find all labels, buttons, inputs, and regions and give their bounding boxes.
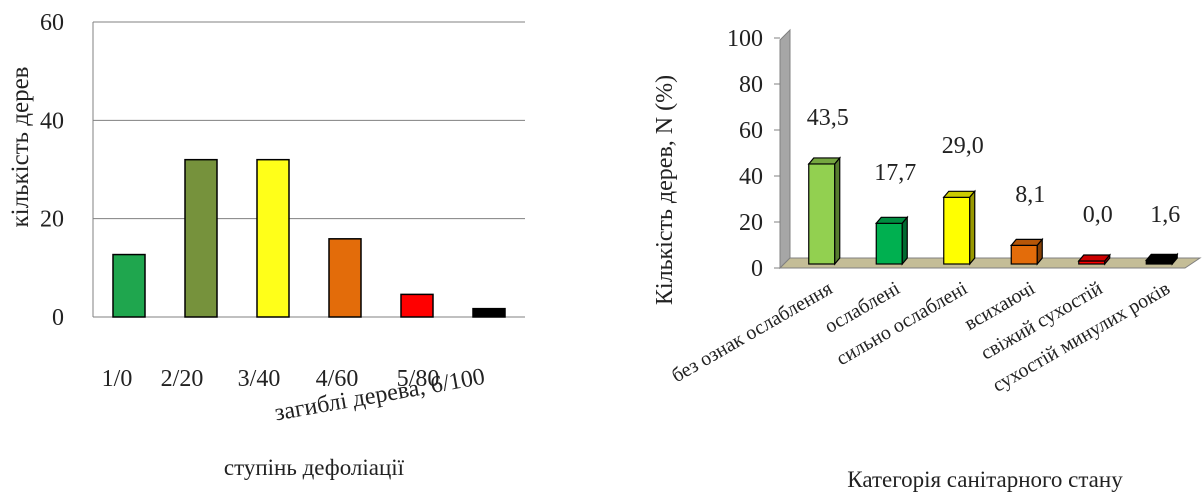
c1-y-tick-label: 60 xyxy=(40,10,64,36)
c1-bar xyxy=(472,307,506,318)
c2-data-label: 17,7 xyxy=(874,160,916,186)
c1-y-axis-title: кількість дерев xyxy=(7,67,34,228)
c2-bar xyxy=(1010,244,1038,265)
c1-y-tick-labels: 0 20 40 60 xyxy=(40,10,64,331)
c2-bars xyxy=(807,156,1179,266)
c2-y-tick-label: 20 xyxy=(739,210,763,236)
c1-x-tick-label: 1/0 xyxy=(102,366,133,392)
c1-y-tick-label: 20 xyxy=(40,207,64,233)
c2-y-axis-title: Кількість дерев, N (%) xyxy=(652,75,678,305)
c2-data-label: 8,1 xyxy=(1015,182,1045,208)
c2-floor xyxy=(778,257,1202,269)
c2-x-tick-label: без ознак ослаблення xyxy=(668,277,836,387)
c2-x-axis-title: Категорія санітарного стану xyxy=(847,467,1123,492)
c2-bar xyxy=(808,163,836,265)
c2-bar-side xyxy=(834,156,841,266)
c1-x-tick-label: 2/20 xyxy=(161,366,204,392)
c1-y-tick-label: 0 xyxy=(52,305,64,331)
c1-bar xyxy=(400,293,434,318)
c2-bar-side xyxy=(901,215,908,266)
c2-bar-side xyxy=(1171,252,1178,266)
c2-bar-side xyxy=(1036,237,1043,266)
c1-bar xyxy=(112,253,146,318)
c2-data-label: 43,5 xyxy=(807,105,849,131)
c1-bars xyxy=(112,158,506,318)
c1-x-axis-title: ступінь дефоліації xyxy=(224,455,405,480)
c2-bar-side xyxy=(969,189,976,266)
c1-bar xyxy=(256,158,290,318)
c1-x-tick-label: 5/80 xyxy=(397,366,440,392)
c2-y-tick-label: 100 xyxy=(727,26,763,52)
c1-x-tick-label: загиблі дерева, 6/100 xyxy=(273,364,487,427)
c2-data-label: 29,0 xyxy=(942,133,984,159)
c2-data-labels: 43,5 17,7 29,0 8,1 0,0 1,6 xyxy=(807,105,1181,228)
c2-y-tick-label: 0 xyxy=(751,256,763,282)
c2-back-wall xyxy=(779,28,791,270)
c2-y-tick-label: 60 xyxy=(739,118,763,144)
c2-bar-side xyxy=(1104,253,1111,266)
c2-data-label: 1,6 xyxy=(1150,202,1180,228)
c1-x-tick-label: 3/40 xyxy=(238,366,281,392)
chart-sanitary-state: 0 20 40 60 80 100 43,5 17,7 29,0 8,1 0,0 1,6 без о… xyxy=(652,26,1202,492)
c1-y-tick-label: 40 xyxy=(40,108,64,134)
c1-gridlines xyxy=(93,21,525,318)
c1-bar xyxy=(184,158,218,318)
c2-bar xyxy=(943,196,971,265)
c2-data-label: 0,0 xyxy=(1083,202,1113,228)
c1-x-tick-label: 4/60 xyxy=(316,366,359,392)
c1-bar xyxy=(328,238,362,318)
c2-y-tick-label: 40 xyxy=(739,164,763,190)
c2-bar xyxy=(875,222,903,265)
c2-y-tick-label: 80 xyxy=(739,72,763,98)
c2-y-tick-labels: 0 20 40 60 80 100 xyxy=(727,26,780,282)
